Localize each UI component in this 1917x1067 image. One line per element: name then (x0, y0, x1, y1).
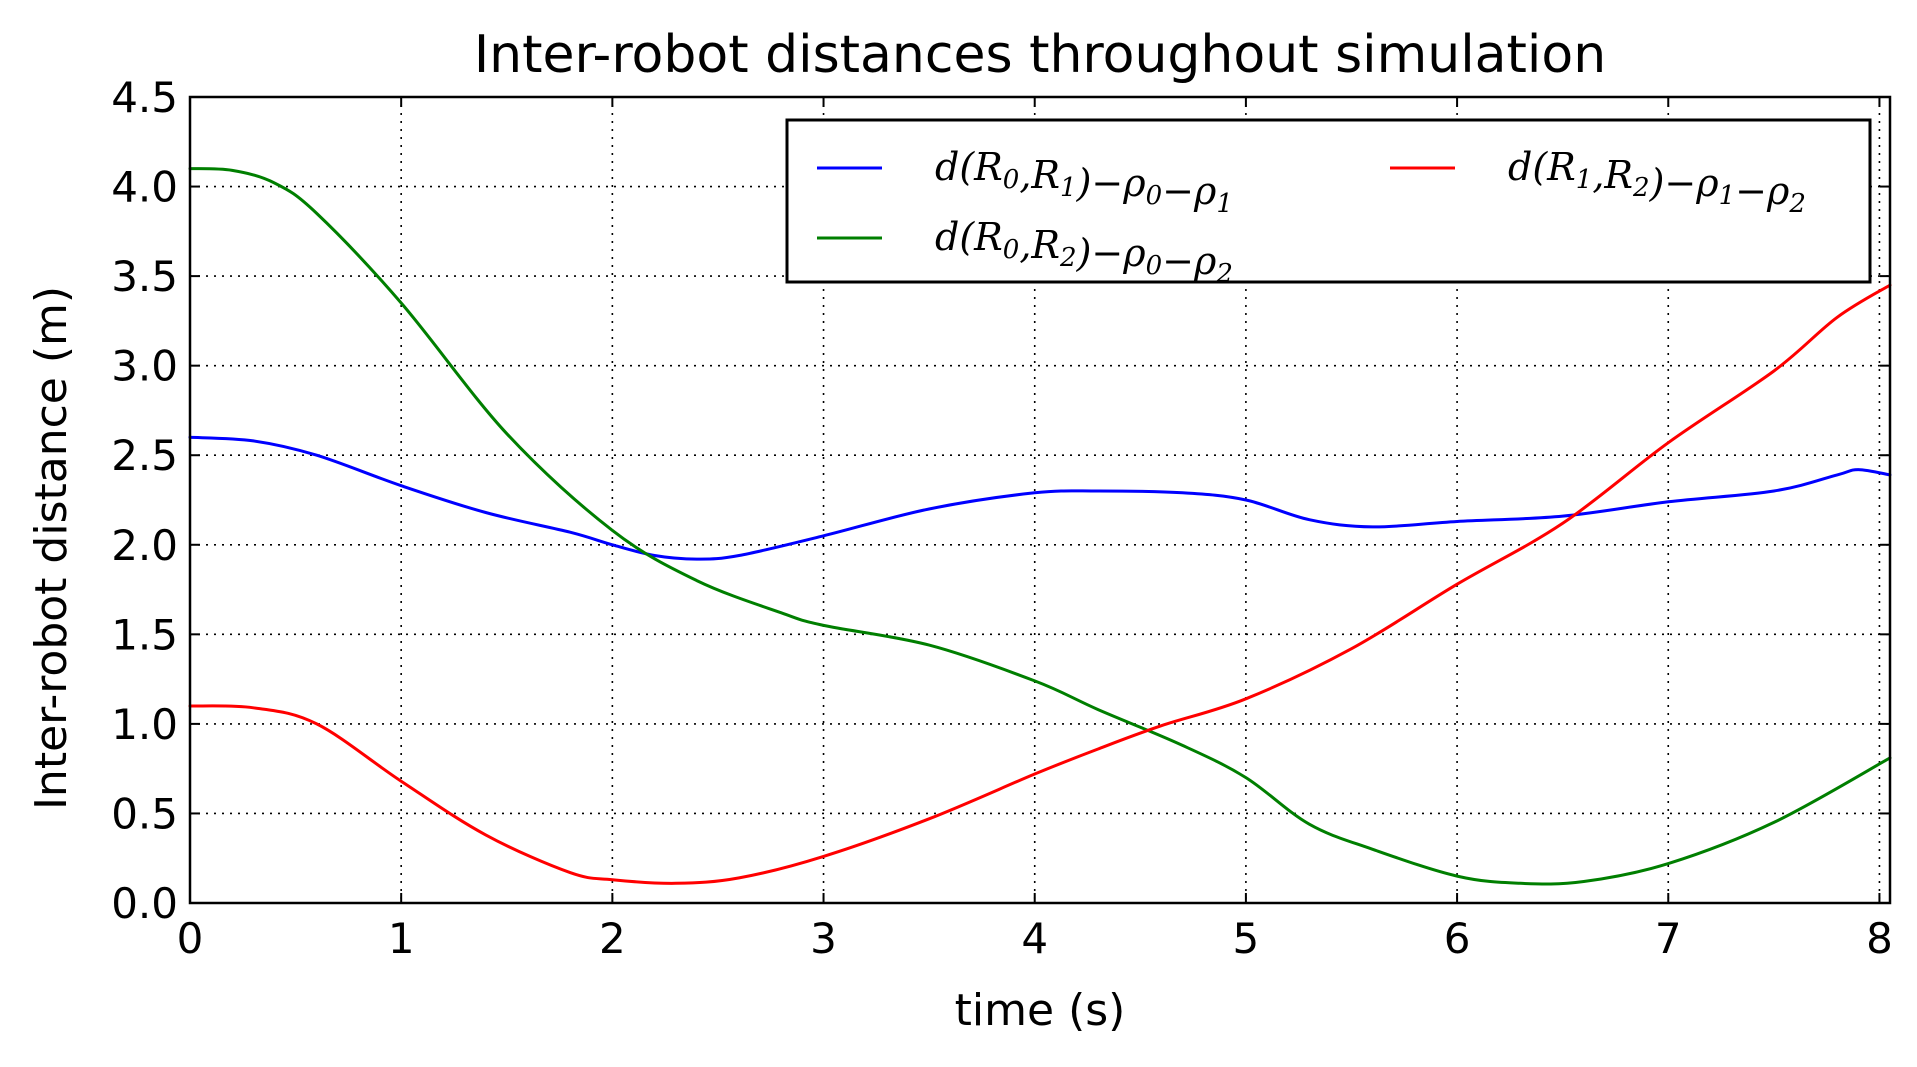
y-tick-label: 2.5 (111, 431, 178, 480)
y-tick-label: 2.0 (111, 521, 178, 570)
x-tick-label: 5 (1233, 914, 1260, 963)
legend-box (785, 118, 1872, 284)
series-lines (188, 167, 1892, 886)
x-tick-label: 8 (1866, 914, 1893, 963)
y-tick-label: 0.0 (111, 879, 178, 928)
y-axis-label: Inter-robot distance (m) (26, 286, 77, 810)
x-tick-label: 2 (599, 914, 626, 963)
plot-frame (188, 95, 1892, 905)
axis-ticks: 0 1 2 3 4 5 6 7 8 0.0 0.5 1.0 1.5 2.0 2.5 3.0 3.5 4.0 4.5 (111, 73, 1893, 963)
x-tick-label: 3 (810, 914, 837, 963)
series-line-d-r0-r1 (188, 435, 1892, 561)
y-tick-label: 3.0 (111, 342, 178, 391)
x-tick-label: 6 (1444, 914, 1471, 963)
legend-label-d-r0-r2: d(R0,R2)−ρ0−ρ2 (935, 215, 1233, 289)
x-tick-label: 4 (1021, 914, 1048, 963)
legend-label-d-r0-r1: d(R0,R1)−ρ0−ρ1 (935, 145, 1233, 219)
series-line-d-r1-r2 (188, 283, 1892, 885)
y-tick-label: 0.5 (111, 789, 178, 838)
series-line-d-r0-r2 (188, 167, 1892, 886)
x-tick-label: 1 (388, 914, 415, 963)
y-tick-label: 4.5 (111, 73, 178, 122)
x-axis-label: time (s) (955, 985, 1126, 1036)
legend: d(R0,R1)−ρ0−ρ1d(R0,R2)−ρ0−ρ2 d(R1,R2)−ρ1−… (785, 118, 1872, 289)
y-tick-label: 3.5 (111, 252, 178, 301)
legend-label-d-r1-r2: d(R1,R2)−ρ1−ρ2 (1508, 145, 1806, 219)
y-tick-label: 1.0 (111, 700, 178, 749)
x-tick-label: 7 (1655, 914, 1682, 963)
x-tick-label: 0 (177, 914, 204, 963)
chart-title: Inter-robot distances throughout simulat… (474, 25, 1606, 85)
y-tick-label: 4.0 (111, 163, 178, 212)
y-tick-label: 1.5 (111, 610, 178, 659)
